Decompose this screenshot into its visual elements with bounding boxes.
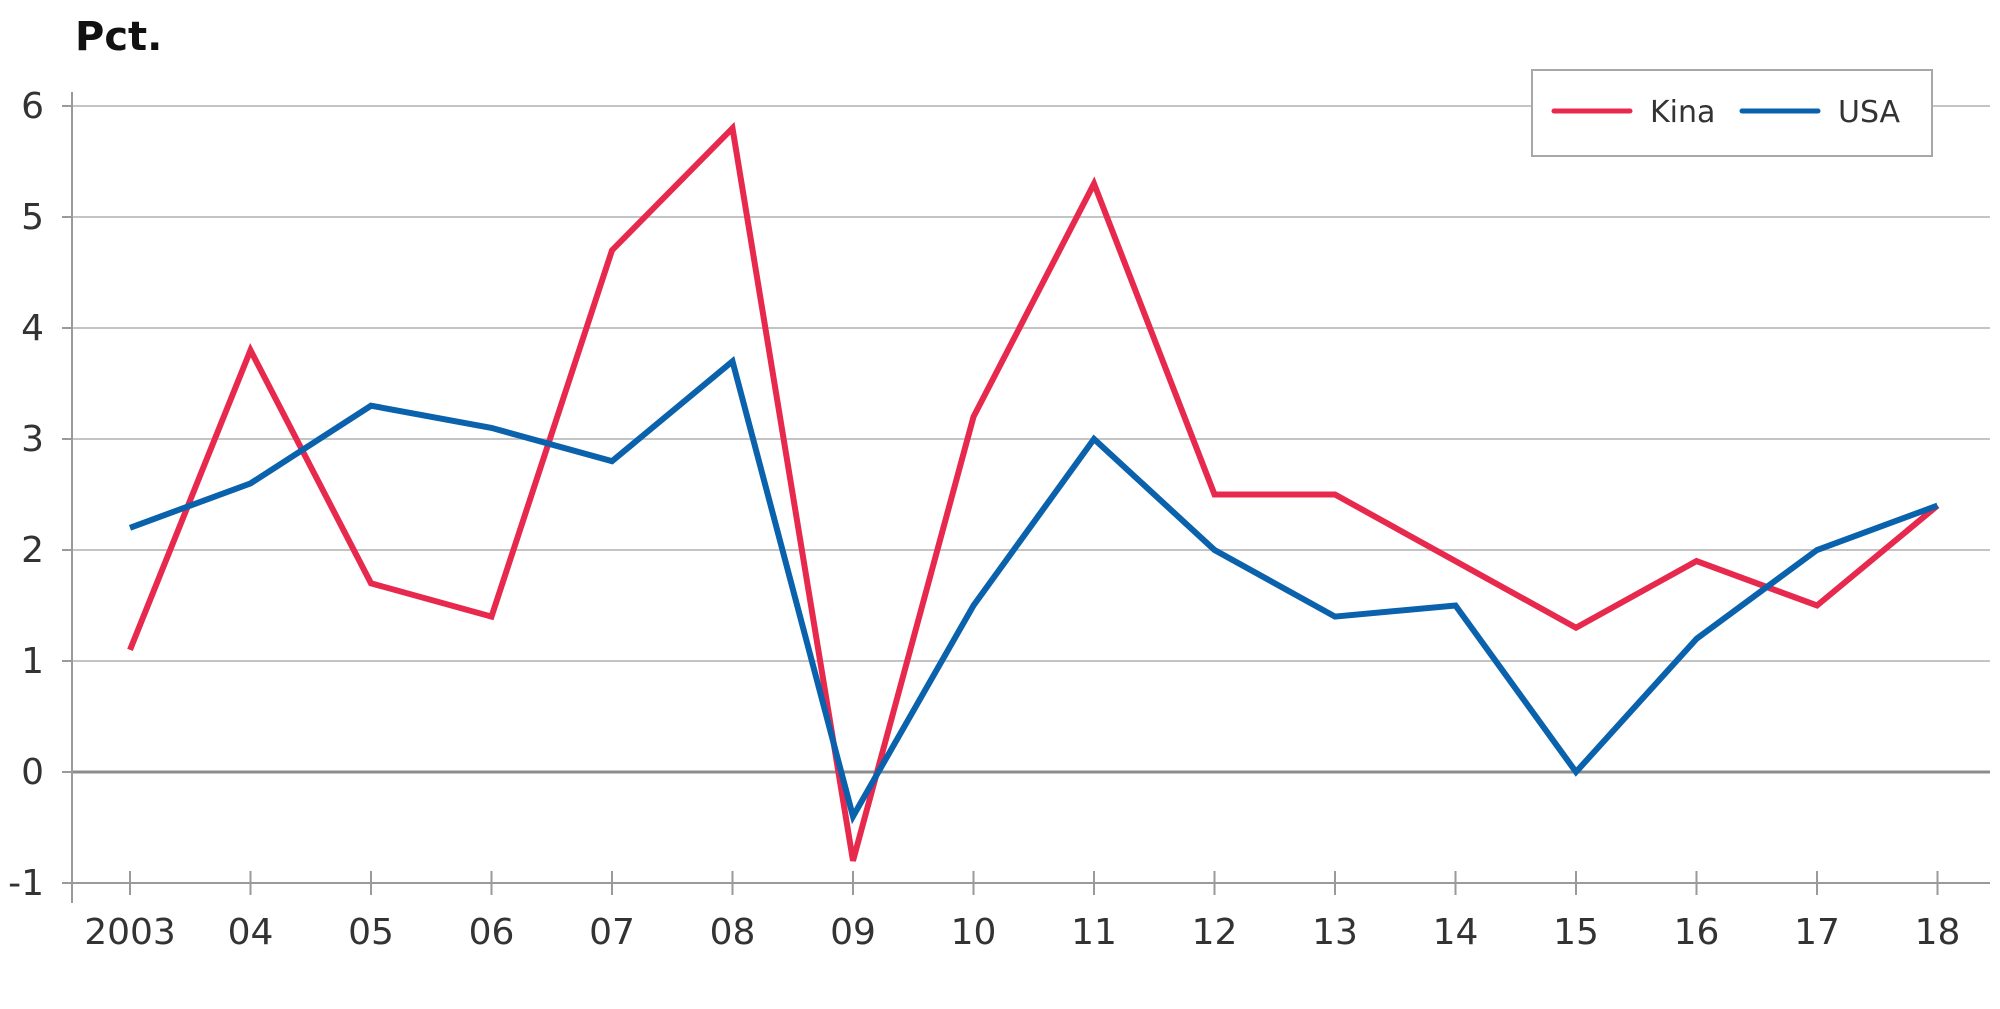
series-line-kina: [130, 128, 1938, 861]
x-tick-label: 2003: [84, 912, 176, 953]
y-tick-label: 3: [21, 419, 44, 460]
x-tick-label: 05: [348, 912, 394, 953]
x-tick-label: 04: [228, 912, 274, 953]
x-tick-label: 15: [1553, 912, 1599, 953]
y-tick-label: -1: [8, 863, 44, 904]
y-tick-label: 4: [21, 308, 44, 349]
x-tick-label: 17: [1794, 912, 1840, 953]
x-tick-label: 08: [710, 912, 756, 953]
y-unit-label: Pct.: [75, 14, 162, 60]
x-tick-label: 16: [1674, 912, 1720, 953]
x-tick-label: 09: [830, 912, 876, 953]
x-tick-label: 12: [1192, 912, 1238, 953]
y-tick-label: 1: [21, 641, 44, 682]
x-tick-label: 14: [1433, 912, 1479, 953]
y-tick-label: 5: [21, 197, 44, 238]
x-tick-label: 13: [1312, 912, 1358, 953]
x-tick-label: 18: [1915, 912, 1961, 953]
y-tick-label: 2: [21, 530, 44, 571]
legend-label-kina: Kina: [1650, 95, 1715, 130]
grid-lines: [72, 106, 1990, 772]
x-tick-label: 07: [589, 912, 635, 953]
x-tick-label: 10: [951, 912, 997, 953]
x-tick-label: 11: [1071, 912, 1117, 953]
x-tick-label: 06: [469, 912, 515, 953]
series-lines: [130, 128, 1938, 861]
legend: Kina USA: [1532, 70, 1932, 156]
legend-label-usa: USA: [1838, 95, 1901, 130]
y-tick-label: 0: [21, 752, 44, 793]
y-tick-label: 6: [21, 86, 44, 127]
